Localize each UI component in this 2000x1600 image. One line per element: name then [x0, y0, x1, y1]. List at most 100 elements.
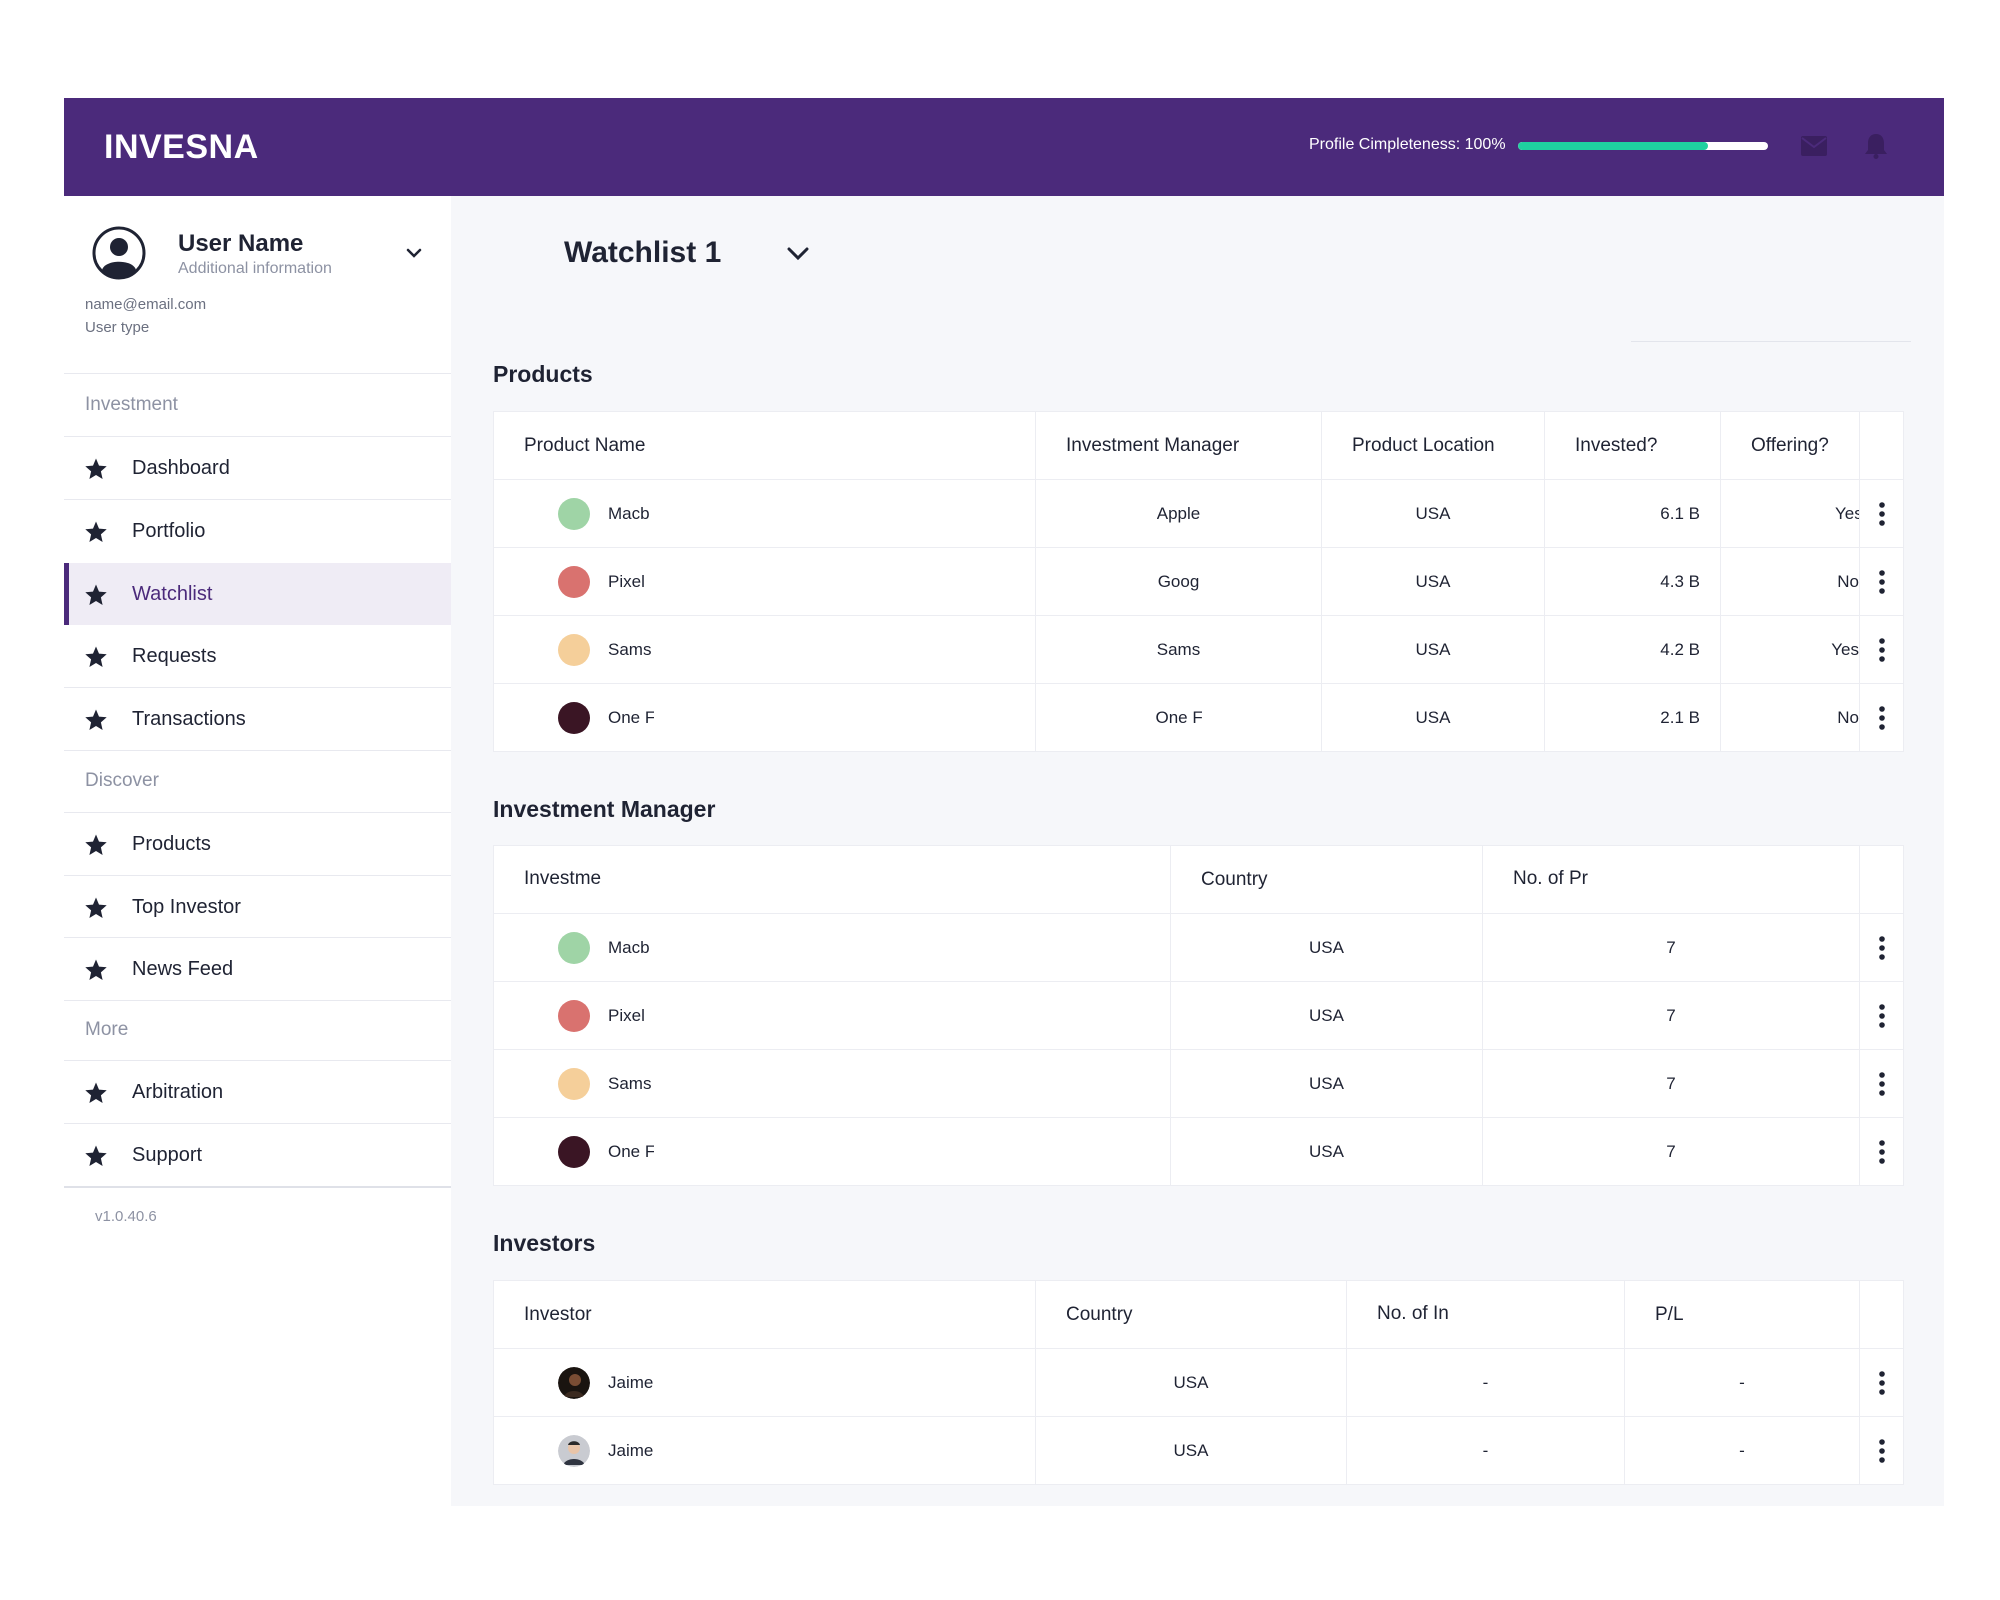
- product-name-cell: Macb: [493, 479, 1036, 548]
- profile-completeness-label: Profile Cimpleteness: 100%: [1309, 136, 1506, 153]
- column-header[interactable]: Product Location: [1321, 411, 1545, 480]
- more-vertical-icon[interactable]: [1878, 1003, 1886, 1029]
- table-row[interactable]: Jaime USA - -: [493, 1348, 1904, 1417]
- manager-name[interactable]: One F: [608, 1141, 654, 1161]
- products-section-title: Products: [493, 361, 593, 387]
- pl-cell: -: [1624, 1348, 1860, 1417]
- column-header[interactable]: P/L: [1624, 1280, 1860, 1349]
- country-cell: USA: [1035, 1348, 1347, 1417]
- table-row[interactable]: Macb USA 7: [493, 913, 1904, 982]
- more-vertical-icon[interactable]: [1878, 1139, 1886, 1165]
- column-header[interactable]: Investme: [493, 845, 1171, 914]
- investor-name[interactable]: Jaime: [608, 1372, 654, 1392]
- divider: [64, 687, 451, 688]
- more-vertical-icon[interactable]: [1878, 1370, 1886, 1396]
- investors-section-title: Investors: [493, 1230, 596, 1256]
- manager-name-cell: Pixel: [493, 981, 1171, 1050]
- column-header[interactable]: Offering?: [1720, 411, 1860, 480]
- mail-icon[interactable]: [1798, 130, 1830, 162]
- sidebar-item-news-feed[interactable]: News Feed: [64, 938, 451, 1000]
- divider: [64, 373, 451, 374]
- table-row[interactable]: Pixel USA 7: [493, 981, 1904, 1050]
- manager-cell: Sams: [1035, 615, 1322, 684]
- chevron-down-icon[interactable]: [784, 244, 812, 264]
- column-header[interactable]: No. of Pr: [1482, 845, 1860, 914]
- bell-icon[interactable]: [1860, 130, 1892, 162]
- user-avatar-icon[interactable]: [92, 226, 146, 280]
- table-row[interactable]: Sams USA 7: [493, 1049, 1904, 1118]
- manager-name[interactable]: Sams: [608, 1073, 652, 1093]
- star-icon: [84, 1081, 108, 1105]
- product-name[interactable]: One F: [608, 707, 654, 727]
- column-header: [1859, 411, 1904, 480]
- row-actions: [1859, 547, 1904, 616]
- offering-cell: No: [1720, 683, 1860, 752]
- table-header-row: Investor Country No. of In P/L: [493, 1280, 1904, 1349]
- product-name[interactable]: Macb: [608, 503, 650, 523]
- sidebar-item-requests[interactable]: Requests: [64, 625, 451, 687]
- investor-name[interactable]: Jaime: [608, 1440, 654, 1460]
- more-vertical-icon[interactable]: [1878, 1071, 1886, 1097]
- sidebar-item-products[interactable]: Products: [64, 813, 451, 875]
- table-row[interactable]: Sams Sams USA 4.2 B Yes: [493, 615, 1904, 684]
- sidebar-item-dashboard[interactable]: Dashboard: [64, 437, 451, 499]
- more-vertical-icon[interactable]: [1878, 1438, 1886, 1464]
- divider: [64, 499, 451, 500]
- managers-section-title: Investment Manager: [493, 796, 716, 822]
- watchlist-title[interactable]: Watchlist 1: [564, 236, 722, 269]
- user-name: User Name: [178, 230, 304, 257]
- manager-name-cell: Sams: [493, 1049, 1171, 1118]
- profile-completeness-fill: [1518, 142, 1708, 150]
- sidebar-item-transactions[interactable]: Transactions: [64, 688, 451, 750]
- more-vertical-icon[interactable]: [1878, 569, 1886, 595]
- column-header[interactable]: Investment Manager: [1035, 411, 1322, 480]
- product-thumbnail: [558, 633, 590, 666]
- more-vertical-icon[interactable]: [1878, 637, 1886, 663]
- manager-name: Goog: [1157, 571, 1200, 591]
- sidebar-item-arbitration[interactable]: Arbitration: [64, 1061, 451, 1123]
- more-vertical-icon[interactable]: [1878, 501, 1886, 527]
- sidebar-item-portfolio[interactable]: Portfolio: [64, 500, 451, 562]
- table-header-row: Investme Country No. of Pr: [493, 845, 1904, 914]
- column-header[interactable]: Product Name: [493, 411, 1036, 480]
- column-header[interactable]: Country: [1035, 1280, 1347, 1349]
- manager-name[interactable]: Macb: [608, 937, 650, 957]
- product-name[interactable]: Pixel: [608, 571, 645, 591]
- table-row[interactable]: One F One F USA 2.1 B No: [493, 683, 1904, 752]
- table-row[interactable]: Pixel Goog USA 4.3 B No: [493, 547, 1904, 616]
- investor-avatar: [558, 1366, 590, 1399]
- column-header[interactable]: No. of In: [1346, 1280, 1625, 1349]
- sidebar-item-support[interactable]: Support: [64, 1124, 451, 1186]
- divider: [64, 937, 451, 938]
- sidebar-item-watchlist[interactable]: Watchlist: [64, 563, 451, 625]
- count-cell: 7: [1482, 1049, 1860, 1118]
- offering-value: Yes: [1831, 639, 1859, 659]
- offering-cell: Yes: [1720, 615, 1860, 684]
- more-vertical-icon[interactable]: [1878, 935, 1886, 961]
- chevron-down-icon[interactable]: [404, 246, 424, 260]
- column-header[interactable]: Investor: [493, 1280, 1036, 1349]
- sidebar-item-top-investor[interactable]: Top Investor: [64, 876, 451, 938]
- manager-name: Sams: [1156, 639, 1201, 659]
- invested-cell: 2.1 B: [1544, 683, 1721, 752]
- table-row[interactable]: One F USA 7: [493, 1117, 1904, 1186]
- column-header[interactable]: Invested?: [1544, 411, 1721, 480]
- more-vertical-icon[interactable]: [1878, 705, 1886, 731]
- offering-value: No: [1837, 707, 1859, 727]
- manager-name-cell: Macb: [493, 913, 1171, 982]
- table-row[interactable]: Macb Apple USA 6.1 B Yes: [493, 479, 1904, 548]
- sidebar-item-label: Watchlist: [132, 583, 213, 605]
- sidebar-item-label: Products: [132, 833, 211, 855]
- manager-name[interactable]: Pixel: [608, 1005, 645, 1025]
- app-window: INVESNA Profile Cimpleteness: 100% User …: [64, 98, 1944, 1506]
- table-row[interactable]: Jaime USA - -: [493, 1416, 1904, 1485]
- product-name[interactable]: Sams: [608, 639, 652, 659]
- column-header[interactable]: Country: [1170, 845, 1483, 914]
- pl-cell: -: [1624, 1416, 1860, 1485]
- count-cell: 7: [1482, 1117, 1860, 1186]
- user-type: User type: [85, 319, 150, 336]
- country-cell: USA: [1170, 1117, 1483, 1186]
- star-icon: [84, 958, 108, 982]
- location-cell: USA: [1321, 479, 1545, 548]
- app-logo[interactable]: INVESNA: [104, 128, 259, 166]
